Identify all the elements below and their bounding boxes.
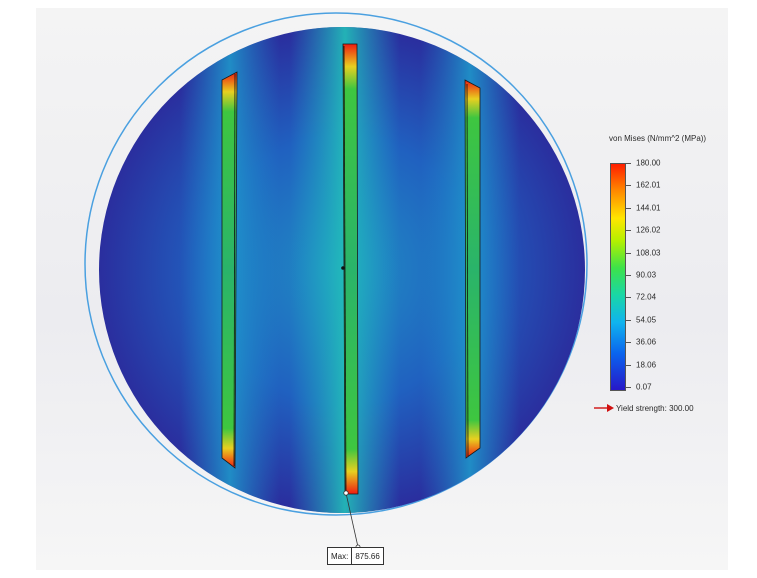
legend-tick-label: 18.06 [636,360,657,370]
legend-tick-label: 90.03 [636,270,657,280]
legend-tick-mark [626,252,631,254]
legend-tick-label: 36.06 [636,337,657,347]
legend-tick-label: 72.04 [636,292,657,302]
max-probe-label[interactable]: Max: 875.66 [327,547,384,565]
legend-tick-mark [626,275,631,276]
legend-tick-label: 180.00 [636,158,661,168]
max-probe-caption: Max: [328,548,353,564]
slot-center-edge [343,45,347,493]
legend-tick-mark [626,230,631,232]
legend-tick-label: 54.05 [636,315,657,325]
legend-colorbar [610,163,626,391]
legend-tick-mark [626,342,631,344]
legend-tick-mark [626,297,631,299]
legend-tick-mark [626,319,631,321]
legend-tick-mark [626,207,631,209]
slot-center [342,43,359,495]
max-probe-value: 875.66 [355,551,380,561]
legend-tick-mark [626,163,631,164]
center-marker [341,266,345,270]
yield-strength-marker: Yield strength: 300.00 [594,402,694,414]
slot-left [221,71,238,469]
red-arrow-icon [594,404,614,412]
max-probe-point[interactable] [343,490,349,496]
legend-tick-mark [626,387,631,388]
outer-ring [84,12,588,516]
legend-tick-label: 144.01 [636,203,661,213]
max-leader-line [345,492,359,548]
legend-tick-label: 0.07 [636,382,652,392]
legend-tick-mark [626,364,631,366]
legend-tick-mark [626,185,631,187]
legend-title: von Mises (N/mm^2 (MPa)) [609,134,707,143]
slot-right [464,79,481,459]
yield-strength-label: Yield strength: 300.00 [616,403,694,413]
slot-left-edge [233,73,236,467]
legend-tick-label: 108.03 [636,248,661,258]
slot-right-edge [466,83,469,457]
legend-tick-label: 126.02 [636,225,661,235]
legend-tick-label: 162.01 [636,180,661,190]
